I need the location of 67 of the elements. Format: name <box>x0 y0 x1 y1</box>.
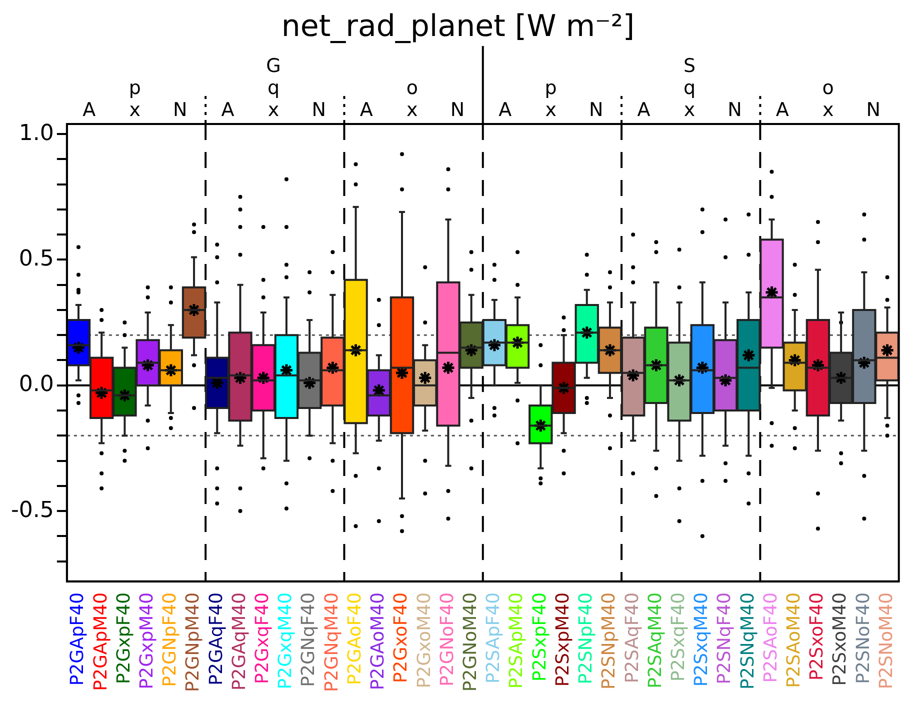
text: p <box>128 77 141 99</box>
text: N <box>728 99 742 121</box>
x-tick-label: P2SxqM40 <box>691 592 712 687</box>
x-tick-label: P2SAqF40 <box>622 592 643 684</box>
text: N <box>173 99 188 121</box>
chart-title: net_rad_planet [W m⁻²] <box>281 8 635 44</box>
x-tick-label: P2SxpM40 <box>552 592 574 687</box>
x-tick-label: P2GxoM40 <box>414 592 435 688</box>
x-tick-label: P2SNoF40 <box>852 592 874 684</box>
x-tick-label: P2SxqF40 <box>668 592 689 682</box>
x-tick-label: P2GxoF40 <box>390 592 412 684</box>
x-tick-label: P2SApM40 <box>506 592 528 689</box>
text: A <box>360 99 373 121</box>
y-tick-label: 0.0 <box>18 372 54 398</box>
x-tick-label: P2SAqM40 <box>644 592 666 688</box>
text: N <box>866 99 881 121</box>
x-tick-label: P2SxoF40 <box>806 592 828 681</box>
x-tick-label: P2SApF40 <box>483 592 504 684</box>
x-tick-label: P2GNpF40 <box>160 592 181 687</box>
x-tick-label: P2GAqF40 <box>206 592 227 686</box>
text: p <box>544 77 557 99</box>
x-tick-label: P2GAoF40 <box>344 592 366 685</box>
x-tick-label: P2GxpM40 <box>136 592 158 690</box>
x-tick-label: P2GAqM40 <box>228 592 250 691</box>
text: q <box>683 77 696 99</box>
x-tick-label: P2SNqF40 <box>714 592 736 684</box>
text: A <box>82 99 96 121</box>
text: S <box>683 55 696 77</box>
x-tick-label: P2GxqF40 <box>252 592 274 684</box>
text: o <box>406 77 418 99</box>
x-tick-label: P2SxoM40 <box>830 592 851 686</box>
text: A <box>498 99 512 121</box>
x-tick-label: P2GxqM40 <box>275 592 296 690</box>
y-tick-label: -0.5 <box>10 498 54 523</box>
x-tick-label: P2GNqM40 <box>321 592 342 692</box>
x-tick-label: P2SAoM40 <box>784 592 805 688</box>
x-tick-label: P2GNpM40 <box>182 592 204 692</box>
x-tick-label: P2GAoM40 <box>368 592 389 690</box>
x-tick-label: P2GNoM40 <box>460 592 481 692</box>
x-tick-label: P2GApF40 <box>67 592 88 686</box>
text: x <box>822 99 834 121</box>
text: x <box>406 99 418 121</box>
x-tick-label: P2GNoF40 <box>436 592 458 686</box>
x-tick-label: P2SAoF40 <box>760 592 782 683</box>
x-tick-label: P2SNpM40 <box>598 592 620 690</box>
text: q <box>267 77 280 99</box>
text: N <box>450 99 465 121</box>
text: x <box>268 99 280 121</box>
x-tick-label: P2GNqF40 <box>298 592 320 687</box>
x-tick-label: P2GApM40 <box>90 592 112 691</box>
x-tick-label: P2SNpF40 <box>576 592 597 684</box>
y-tick-label: 1.0 <box>18 120 54 146</box>
text: x <box>684 99 696 121</box>
text: G <box>266 55 281 77</box>
x-tick-label: P2GxpF40 <box>113 592 134 684</box>
x-tick-label: P2SNoM40 <box>876 592 897 690</box>
y-tick-label: 0.5 <box>18 246 54 272</box>
text: A <box>776 99 789 121</box>
x-tick-label: P2SNqM40 <box>737 592 758 690</box>
text: A <box>221 99 234 121</box>
text: o <box>822 77 834 99</box>
text: N <box>312 99 326 121</box>
text: A <box>637 99 650 121</box>
x-tick-label: P2SxpF40 <box>529 592 550 682</box>
text: N <box>589 99 604 121</box>
text: x <box>129 99 140 121</box>
text: x <box>545 99 556 121</box>
